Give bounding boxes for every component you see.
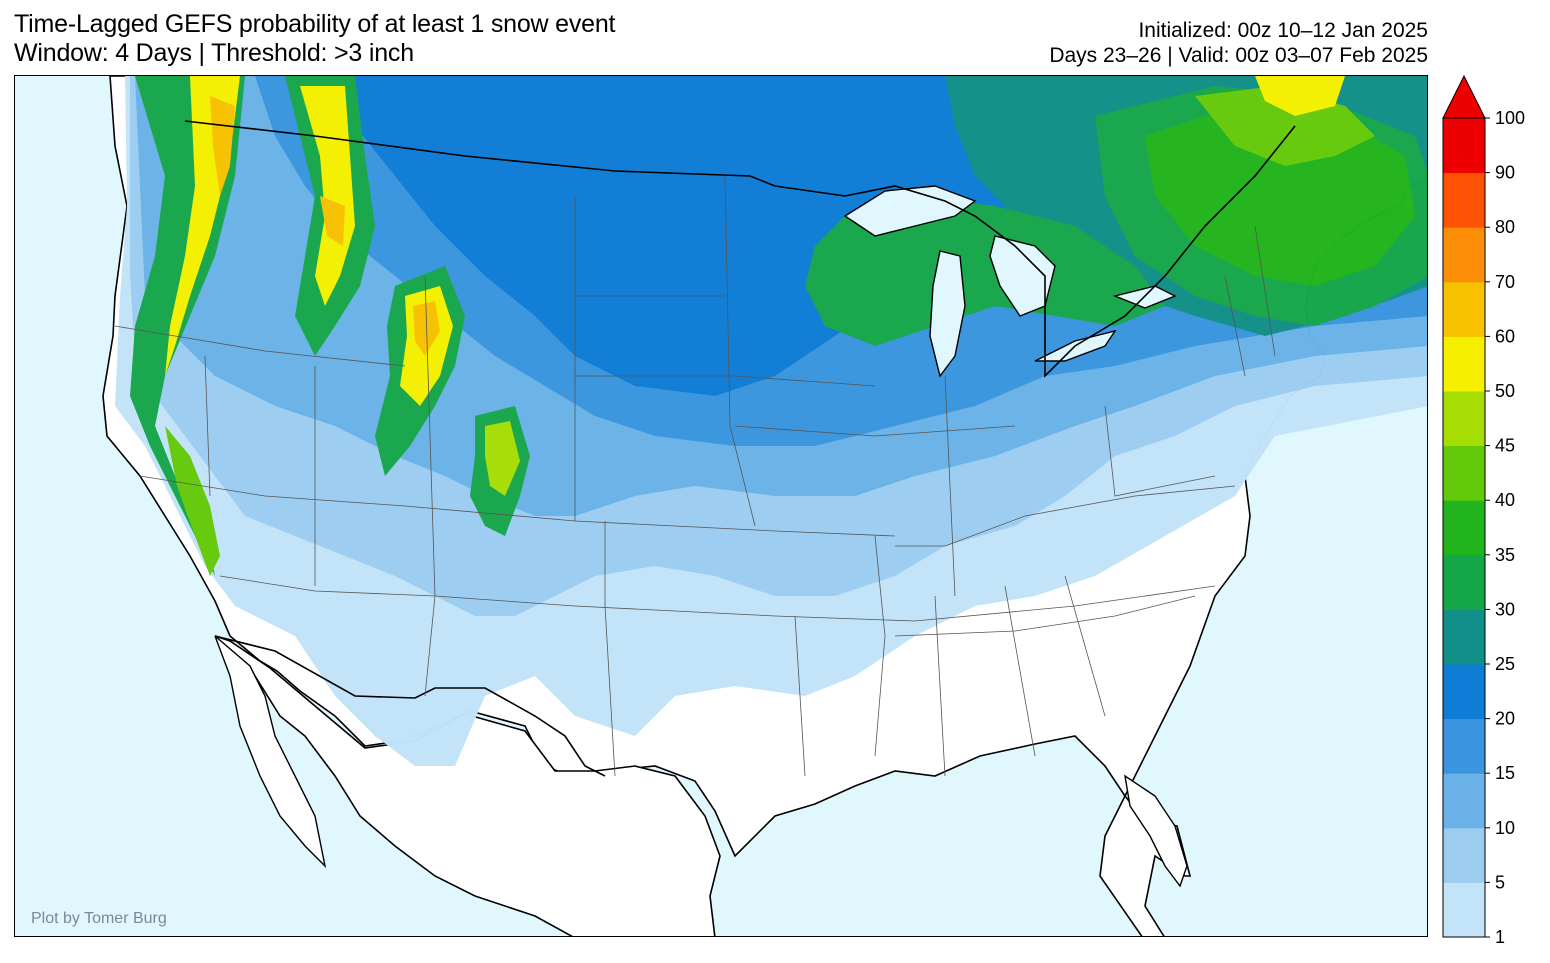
init-line: Initialized: 00z 10–12 Jan 2025 — [1138, 19, 1428, 42]
colorbar-swatch — [1443, 718, 1485, 774]
colorbar-tick-label: 45 — [1495, 436, 1515, 456]
map-panel: Plot by Tomer Burg — [14, 75, 1428, 937]
colorbar-swatch — [1443, 664, 1485, 720]
colorbar-tick-label: 30 — [1495, 599, 1515, 619]
valid-line: Days 23–26 | Valid: 00z 03–07 Feb 2025 — [1049, 44, 1428, 67]
snow-probability-map — [102, 76, 1427, 936]
colorbar-swatch — [1443, 827, 1485, 883]
title-line-2: Window: 4 Days | Threshold: >3 inch — [14, 39, 414, 67]
colorbar-tick-label: 100 — [1495, 108, 1525, 128]
colorbar-tick-label: 50 — [1495, 381, 1515, 401]
colorbar-swatch — [1443, 227, 1485, 283]
colorbar-swatch — [1443, 118, 1485, 174]
colorbar-tick-label: 15 — [1495, 763, 1515, 783]
colorbar-tick-label: 35 — [1495, 545, 1515, 565]
prob-30-35-great-lakes — [805, 196, 1165, 346]
forecast-info: Initialized: 00z 10–12 Jan 2025 Days 23–… — [1049, 18, 1428, 68]
colorbar-tick-label: 25 — [1495, 654, 1515, 674]
colorbar-tick-label: 60 — [1495, 326, 1515, 346]
us-mexico-border — [214, 635, 606, 777]
colorbar-outline — [1442, 117, 1486, 938]
colorbar-boxes — [1442, 74, 1486, 938]
colorbar-swatch — [1443, 391, 1485, 447]
florida-peninsula — [1124, 774, 1188, 888]
colorbar-swatch — [1443, 773, 1485, 829]
colorbar-swatch — [1443, 281, 1485, 337]
colorbar-swatch — [1443, 882, 1485, 938]
prob-sierra-band — [165, 426, 220, 576]
mexico-landmass — [214, 635, 721, 936]
colorbar-swatch — [1443, 554, 1485, 610]
colorbar-swatch — [1443, 336, 1485, 392]
state-lines — [114, 175, 1276, 777]
prob-rockies-north-yellow — [300, 86, 355, 306]
borders — [114, 120, 1296, 777]
colorbar-swatch — [1443, 445, 1485, 501]
title-line-1: Time-Lagged GEFS probability of at least… — [14, 10, 616, 38]
colorbar-tick-label: 90 — [1495, 163, 1515, 183]
colorbar-swatch — [1443, 172, 1485, 228]
prob-colorado-yellow — [485, 421, 520, 496]
colorbar-tick-label: 1 — [1495, 927, 1505, 947]
us-canada-border — [184, 120, 1296, 378]
baja-peninsula — [214, 635, 327, 869]
prob-50-60-northeast — [1255, 76, 1345, 116]
colorbar-swatch — [1443, 500, 1485, 556]
colorbar-tick-label: 10 — [1495, 818, 1515, 838]
colorbar-tick-label: 70 — [1495, 272, 1515, 292]
colorbar-swatch — [1443, 609, 1485, 665]
colorbar-tick-label: 5 — [1495, 872, 1505, 892]
lake-superior — [843, 185, 977, 237]
plot-credit: Plot by Tomer Burg — [31, 910, 167, 927]
colorbar-extend-arrow — [1442, 74, 1486, 119]
colorbar-tick-label: 80 — [1495, 217, 1515, 237]
prob-rockies-north-orange — [320, 196, 345, 246]
lake-michigan — [929, 250, 966, 378]
prob-cascades-orange — [210, 96, 235, 196]
lake-huron — [989, 235, 1056, 317]
colorbar-tick-label: 20 — [1495, 709, 1515, 729]
snow-shading — [115, 76, 1427, 766]
colorbar-tick-label: 40 — [1495, 490, 1515, 510]
map-title: Time-Lagged GEFS probability of at least… — [14, 10, 615, 68]
prob-35-40-northeast — [1145, 106, 1415, 286]
